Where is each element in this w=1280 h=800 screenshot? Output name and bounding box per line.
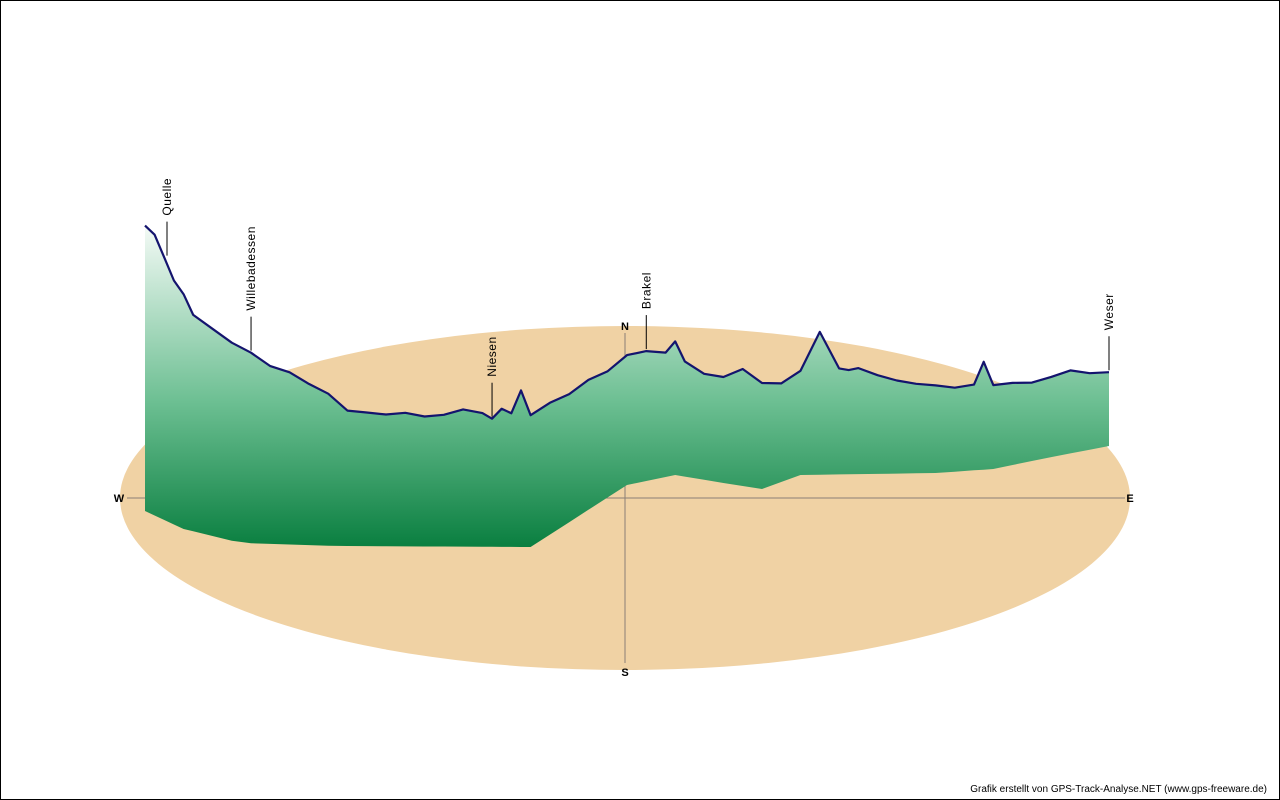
footer-credit: Grafik erstellt von GPS-Track-Analyse.NE… [970, 784, 1267, 795]
compass-south-label: S [621, 667, 628, 679]
waypoint-label: Quelle [160, 178, 174, 216]
elevation-profile-line [144, 224, 1110, 420]
waypoint-markers: Quelle Willebadessen Niesen Brakel Weser [160, 178, 1116, 417]
compass-east-label: E [1126, 493, 1133, 505]
elevation-wall-area [145, 225, 1109, 547]
waypoint-label: Willebadessen [244, 226, 258, 311]
compass-west-label: W [114, 493, 125, 505]
waypoint-label: Brakel [639, 272, 653, 309]
compass-north-label: N [621, 321, 629, 333]
waypoint-label: Niesen [485, 336, 499, 376]
waypoint-label: Weser [1102, 293, 1116, 330]
